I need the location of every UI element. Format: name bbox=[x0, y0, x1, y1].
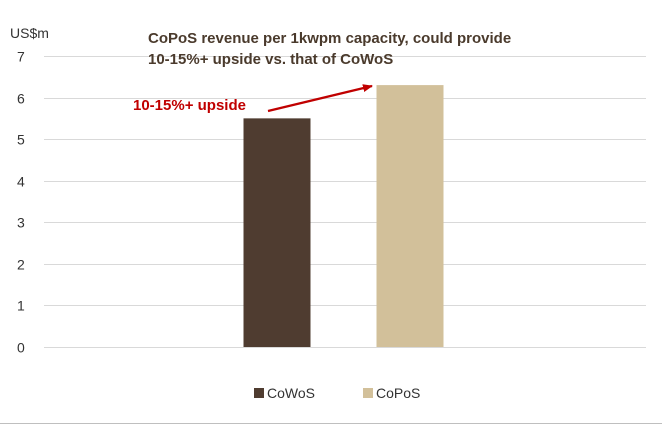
chart-title-line-2: 10-15%+ upside vs. that of CoWoS bbox=[148, 51, 393, 68]
y-axis-tick-labels: 0 1 2 3 4 5 6 7 bbox=[17, 49, 25, 356]
legend-swatch-cowos bbox=[254, 388, 264, 398]
y-tick-label-1: 1 bbox=[17, 298, 25, 314]
legend-swatch-copos bbox=[363, 388, 373, 398]
bar-cowos bbox=[243, 118, 311, 347]
gridlines bbox=[44, 56, 646, 348]
y-tick-label-6: 6 bbox=[17, 91, 25, 107]
y-tick-label-7: 7 bbox=[17, 49, 25, 65]
upside-annotation-arrow bbox=[267, 84, 373, 113]
y-tick-label-4: 4 bbox=[17, 174, 25, 190]
y-tick-label-5: 5 bbox=[17, 132, 25, 148]
legend: CoWoS CoPoS bbox=[254, 385, 420, 401]
y-tick-label-0: 0 bbox=[17, 340, 25, 356]
bar-copos bbox=[376, 85, 444, 347]
legend-label-copos: CoPoS bbox=[376, 385, 420, 401]
y-tick-label-2: 2 bbox=[17, 257, 25, 273]
chart-title-line-1: CoPoS revenue per 1kwpm capacity, could … bbox=[148, 30, 511, 47]
y-axis-unit-label: US$m bbox=[10, 25, 49, 41]
upside-annotation-label: 10-15%+ upside bbox=[133, 97, 246, 114]
bars bbox=[243, 85, 444, 347]
legend-label-cowos: CoWoS bbox=[267, 385, 315, 401]
y-tick-label-3: 3 bbox=[17, 215, 25, 231]
